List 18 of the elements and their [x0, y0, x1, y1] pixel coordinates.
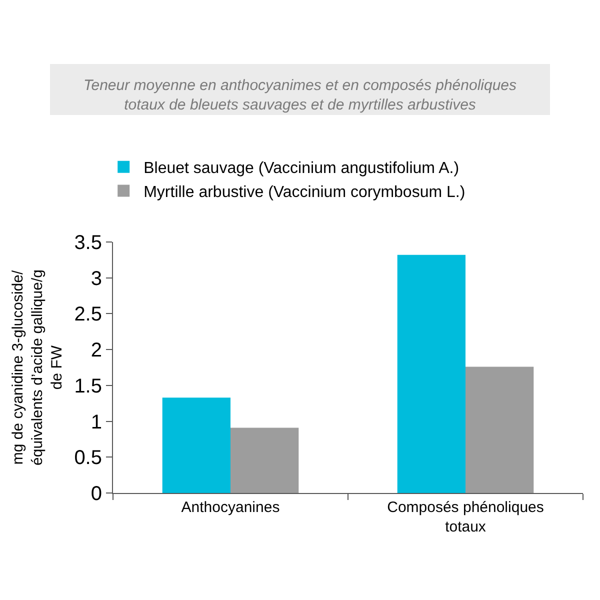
bar	[397, 254, 466, 493]
bar	[466, 366, 534, 493]
y-tick-label: 1.5	[74, 375, 102, 398]
x-tick-label: Anthocyanines	[181, 499, 280, 516]
y-tick-label: 0	[90, 483, 102, 505]
bar	[162, 398, 230, 493]
y-tick-label: 3.5	[74, 232, 102, 254]
y-tick-label: 0.5	[74, 447, 102, 470]
x-tick-label: Composés phénoliques totaux	[387, 499, 544, 536]
y-tick-label: 2	[90, 340, 102, 362]
bar	[230, 428, 299, 493]
legend-label: Bleuet sauvage (Vaccinium angustifolium A.)	[144, 160, 460, 178]
y-tick-label: 3	[90, 268, 102, 290]
legend-label: Myrtille arbustive (Vaccinium corymbosum L.)	[144, 184, 466, 201]
y-tick-label: 2.5	[74, 304, 102, 326]
y-tick-label: 1	[90, 411, 102, 434]
chart-title: Teneur moyenne en anthocyanimes et en composés phénoliques totaux de bleuets sauvages et de myrtilles arbustives	[83, 77, 518, 114]
y-axis-title: mg de cyanidine 3-glucoside/ équivalents d’acide gallique/g de FW	[9, 270, 66, 466]
